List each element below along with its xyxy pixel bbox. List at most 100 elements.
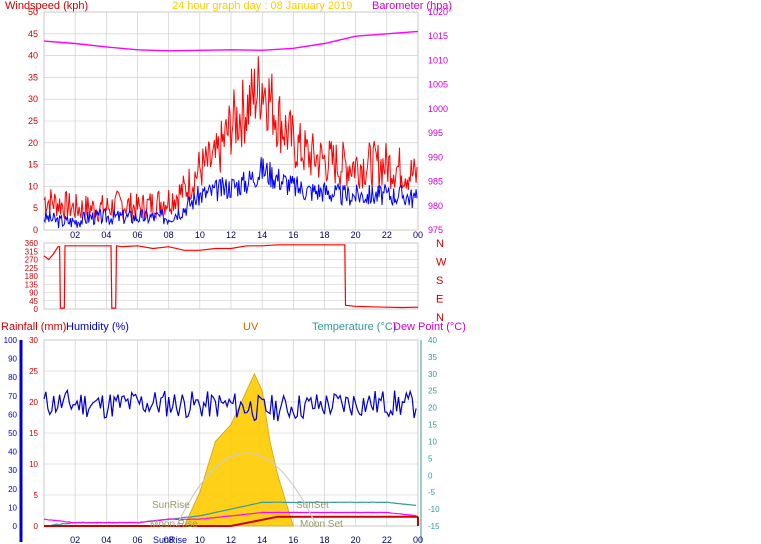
x-tick-label: 12 (226, 230, 236, 240)
temperature-label: Temperature (°C) (312, 321, 396, 333)
direction-compass-label: S (436, 275, 443, 287)
humidity-tick-label: 80 (8, 373, 17, 382)
temperature-tick-label: 35 (428, 353, 437, 362)
temperature-tick-label: 30 (428, 370, 437, 379)
rainfall-series-line (44, 515, 418, 527)
x-tick-label: 10 (195, 230, 205, 240)
temperature-tick-label: -10 (428, 505, 440, 514)
chart-title: 24 hour graph day : 08 January 2019 (172, 0, 352, 12)
direction-compass-label: N (436, 238, 444, 250)
direction-tick-label: 270 (25, 256, 39, 265)
temperature-tick-label: 0 (428, 471, 433, 480)
rainfall-tick-label: 20 (29, 398, 38, 407)
temperature-tick-label: -15 (428, 522, 440, 531)
sunrise-marker-label: SunRise (152, 500, 190, 511)
windspeed-tick-label: 50 (28, 7, 38, 17)
temperature-tick-label: 20 (428, 404, 437, 413)
x-tick-label: 20 (351, 535, 361, 544)
barometer-tick-label: 1000 (428, 104, 448, 114)
barometer-tick-label: 1010 (428, 55, 448, 65)
humidity-tick-label: 40 (8, 448, 17, 457)
x-tick-label: 16 (288, 535, 298, 544)
humidity-tick-label: 50 (8, 429, 17, 438)
direction-tick-label: 315 (25, 247, 39, 256)
windspeed-tick-label: 15 (28, 160, 38, 170)
windspeed-tick-label: 35 (28, 72, 38, 82)
direction-series-line (43, 244, 419, 309)
moonrise-marker-label: Moon Rise (150, 519, 198, 530)
temperature-tick-label: 40 (428, 336, 437, 345)
tick-labels: 0202040406060808101012121414161618182020… (4, 7, 448, 544)
rainfall-tick-label: 25 (29, 367, 38, 376)
x-tick-label: 02 (70, 230, 80, 240)
humidity-label: Humidity (%) (66, 321, 129, 333)
x-tick-label: 22 (382, 230, 392, 240)
barometer-tick-label: 990 (428, 152, 443, 162)
windspeed-tick-label: 10 (28, 181, 38, 191)
rainfall-tick-label: 0 (34, 522, 39, 531)
x-tick-label: 08 (164, 230, 174, 240)
gust-series-line (43, 157, 418, 229)
windspeed-series-line (43, 56, 418, 223)
x-tick-label: 00 (413, 230, 423, 240)
humidity-series-line (43, 388, 417, 422)
windspeed-tick-label: 25 (28, 116, 38, 126)
x-tick-label: 14 (257, 230, 267, 240)
barometer-tick-label: 975 (428, 225, 443, 235)
dewpoint-series-line (44, 511, 417, 524)
humidity-tick-label: 20 (8, 485, 17, 494)
windspeed-tick-label: 5 (33, 203, 38, 213)
x-tick-label: 14 (257, 535, 267, 544)
direction-compass-label: W (436, 257, 447, 269)
rainfall-tick-label: 5 (34, 491, 39, 500)
sunset-marker-label: SunSet (296, 500, 329, 511)
barometer-tick-label: 1020 (428, 7, 448, 17)
humidity-tick-label: 0 (13, 522, 18, 531)
chart-marks (19, 30, 422, 542)
x-tick-label: 00 (413, 535, 423, 544)
temperature-tick-label: 15 (428, 421, 437, 430)
x-tick-label: 18 (319, 535, 329, 544)
humidity-tick-label: 30 (8, 466, 17, 475)
direction-tick-label: 0 (34, 305, 39, 314)
windspeed-tick-label: 0 (33, 225, 38, 235)
x-tick-label: 12 (226, 535, 236, 544)
windspeed-tick-label: 20 (28, 138, 38, 148)
x-tick-label: 20 (351, 230, 361, 240)
barometer-tick-label: 980 (428, 201, 443, 211)
rainfall-tick-label: 15 (29, 429, 38, 438)
windspeed-label: Windspeed (kph) (5, 0, 88, 12)
moonset-marker-label: Moon Set (300, 519, 343, 530)
humidity-tick-label: 60 (8, 410, 17, 419)
uv-label: UV (243, 321, 259, 333)
x-tick-label: 06 (132, 230, 142, 240)
x-tick-label: 16 (288, 230, 298, 240)
humidity-tick-label: 90 (8, 355, 17, 364)
direction-tick-label: 90 (29, 289, 38, 298)
barometer-series-line (43, 30, 419, 52)
rainfall-tick-label: 30 (29, 336, 38, 345)
x-tick-label: 06 (132, 535, 142, 544)
x-tick-label: 08 (164, 535, 174, 544)
direction-tick-label: 225 (25, 264, 39, 273)
uv-series-area (183, 372, 294, 527)
humidity-tick-label: 10 (8, 503, 17, 512)
temperature-tick-label: 5 (428, 454, 433, 463)
x-tick-label: 18 (319, 230, 329, 240)
direction-tick-label: 45 (29, 297, 38, 306)
direction-compass-label: E (436, 294, 443, 306)
windspeed-tick-label: 40 (28, 51, 38, 61)
temperature-tick-label: 25 (428, 387, 437, 396)
x-tick-label: 22 (382, 535, 392, 544)
direction-tick-label: 360 (25, 239, 39, 248)
x-tick-label: 04 (101, 535, 111, 544)
humidity-tick-label: 70 (8, 392, 17, 401)
temperature-tick-label: -5 (428, 488, 436, 497)
direction-compass-label: N (436, 312, 444, 324)
sun-path-arc (175, 452, 318, 527)
sunrise-axis-label: SunRise (153, 535, 187, 544)
barometer-tick-label: 1015 (428, 31, 448, 41)
dewpoint-label: Dew Point (°C) (393, 321, 466, 333)
